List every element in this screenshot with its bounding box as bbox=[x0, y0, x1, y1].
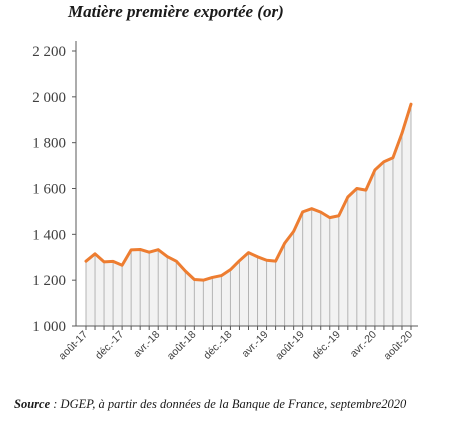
data-point-nov.-17 bbox=[111, 260, 115, 263]
data-point-mai-19 bbox=[274, 259, 277, 263]
plot-area bbox=[84, 102, 413, 326]
data-point-janv.-20 bbox=[346, 195, 350, 199]
x-tick-label: août-20 bbox=[381, 329, 415, 363]
y-tick-label: 1 200 bbox=[32, 273, 66, 289]
data-point-juil.-19 bbox=[292, 230, 295, 233]
x-tick-label: déc.-18 bbox=[201, 329, 234, 362]
data-point-oct.-18 bbox=[211, 276, 214, 279]
x-tick-label: août-19 bbox=[273, 329, 307, 363]
chart-title: Matière première exportée (or) bbox=[68, 2, 284, 21]
y-axis: 1 000 1 200 1 400 1 600 1 800 2 000 2 200 bbox=[32, 41, 77, 335]
data-point-sept.-18 bbox=[202, 278, 205, 282]
x-axis: août-17 déc.-17 avr.-18 août-18 déc.-18 avr.-… bbox=[56, 325, 418, 363]
data-point-mars-18 bbox=[147, 251, 151, 254]
data-point-nov.-18 bbox=[220, 274, 223, 277]
y-tick-label: 1 000 bbox=[32, 319, 66, 335]
data-point-juin-18 bbox=[175, 259, 178, 263]
y-tick-label: 1 600 bbox=[32, 182, 66, 198]
data-point-avr.-19 bbox=[265, 259, 268, 262]
data-point-avr.-18 bbox=[157, 248, 160, 251]
data-point-sept.-17 bbox=[93, 252, 97, 256]
data-point-janv.-19 bbox=[238, 259, 241, 262]
data-point-juil.-18 bbox=[184, 269, 187, 273]
x-tick-label: déc.-19 bbox=[310, 329, 343, 362]
x-tick-label: avr.-20 bbox=[348, 329, 379, 360]
data-point-oct.-19 bbox=[319, 210, 322, 214]
x-tick-label: août-18 bbox=[165, 329, 199, 363]
data-point-nov.-19 bbox=[328, 216, 331, 219]
y-tick-label: 1 400 bbox=[32, 227, 66, 243]
data-point-déc.-19 bbox=[337, 214, 340, 217]
data-point-juin-20 bbox=[391, 156, 395, 159]
data-point-août-17 bbox=[84, 259, 88, 263]
data-point-mai-18 bbox=[166, 255, 169, 258]
data-point-avr.-20 bbox=[373, 168, 377, 172]
source-text: : DGEP, à partir des données de la Banqu… bbox=[50, 397, 407, 411]
x-tick-label: avr.-18 bbox=[131, 329, 162, 360]
y-tick-label: 2 000 bbox=[32, 90, 66, 106]
data-point-août-19 bbox=[301, 210, 304, 214]
data-point-févr.-19 bbox=[247, 251, 250, 254]
y-tick-label: 1 800 bbox=[32, 136, 66, 152]
data-point-mars-20 bbox=[364, 188, 368, 192]
data-point-mai-20 bbox=[382, 160, 386, 163]
data-point-juil.-20 bbox=[400, 132, 404, 135]
x-tick-label: avr.-19 bbox=[239, 329, 270, 360]
source-note: Source : DGEP, à partir des données de l… bbox=[14, 397, 406, 412]
data-point-juin-19 bbox=[283, 242, 286, 245]
data-point-janv.-18 bbox=[129, 248, 133, 252]
data-point-sept.-19 bbox=[310, 207, 313, 210]
data-point-déc.-18 bbox=[229, 268, 232, 271]
y-tick-label: 2 200 bbox=[32, 44, 66, 60]
source-label: Source bbox=[14, 397, 51, 411]
data-point-août-18 bbox=[193, 278, 196, 281]
data-point-oct.-17 bbox=[102, 260, 106, 264]
data-point-août-20 bbox=[409, 102, 413, 106]
x-tick-label: déc.-17 bbox=[93, 329, 126, 362]
data-point-mars-19 bbox=[256, 255, 259, 258]
data-point-déc.-17 bbox=[120, 264, 124, 267]
data-point-févr.-20 bbox=[355, 187, 359, 190]
data-point-févr.-18 bbox=[138, 248, 142, 251]
